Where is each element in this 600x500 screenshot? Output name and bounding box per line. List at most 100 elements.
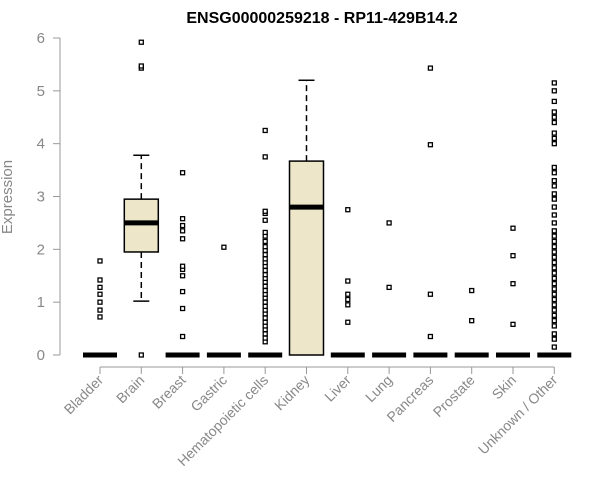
outlier-point — [551, 270, 557, 276]
outlier-point — [179, 228, 186, 234]
outlier-point — [97, 258, 103, 264]
outlier-point — [551, 170, 557, 176]
outlier-point — [179, 333, 186, 340]
outlier-point — [551, 135, 557, 142]
box-liver — [330, 207, 365, 358]
outlier-point — [179, 236, 186, 242]
outlier-point — [179, 263, 186, 269]
outlier-point — [179, 288, 186, 295]
outlier-point — [551, 228, 557, 234]
outlier-point — [179, 170, 186, 176]
outlier-point — [551, 323, 557, 329]
y-axis: 0 1 2 3 4 5 6 — [37, 30, 61, 364]
outlier-point — [551, 318, 557, 324]
y-tick-label: 2 — [37, 241, 45, 258]
outlier-point — [97, 284, 103, 291]
outlier-point — [97, 314, 103, 320]
outlier-point — [427, 291, 434, 297]
box-skin — [496, 225, 530, 358]
outlier-point — [551, 130, 557, 136]
outlier-point — [345, 296, 351, 303]
x-tick-label: Brain — [113, 372, 147, 406]
outlier-point — [551, 220, 557, 226]
outlier-point — [551, 183, 557, 189]
outlier-point — [179, 305, 186, 312]
outlier-point — [551, 307, 557, 313]
outlier-point — [551, 119, 557, 126]
outlier-point — [97, 299, 103, 305]
outlier-point — [138, 39, 144, 45]
y-tick-label: 3 — [37, 189, 45, 206]
outlier-point — [97, 291, 103, 297]
outlier-point — [469, 318, 475, 324]
outlier-point — [97, 307, 103, 313]
outlier-point — [551, 291, 557, 297]
outlier-point — [551, 80, 557, 86]
outlier-point — [262, 244, 268, 250]
outlier-point — [510, 225, 516, 231]
outlier-point — [551, 114, 557, 120]
outlier-point — [427, 65, 434, 71]
y-tick-label: 4 — [37, 136, 45, 153]
outlier-point — [551, 244, 557, 250]
box-brain — [123, 39, 160, 358]
x-tick-label: Kidney — [271, 372, 313, 414]
outlier-point — [551, 233, 557, 239]
outlier-point — [551, 344, 557, 350]
outlier-point — [179, 273, 186, 279]
y-axis-label: Expression — [0, 160, 16, 234]
outlier-point — [345, 319, 351, 325]
outlier-point — [138, 63, 144, 69]
outlier-point — [179, 216, 186, 222]
outlier-point — [262, 299, 268, 305]
y-tick-label: 5 — [37, 83, 45, 100]
outlier-point — [262, 256, 268, 262]
chart-title: ENSG00000259218 - RP11-429B14.2 — [186, 10, 457, 27]
x-tick-label: Breast — [149, 372, 189, 412]
outlier-point — [262, 154, 268, 160]
outlier-point — [551, 275, 557, 282]
outlier-point — [551, 302, 557, 308]
outlier-point — [345, 291, 351, 297]
outlier-point — [551, 98, 557, 105]
outlier-point — [345, 278, 351, 284]
box-iqr — [288, 160, 325, 356]
outlier-point — [262, 272, 268, 278]
outlier-point — [510, 281, 516, 287]
box-pancreas — [413, 65, 448, 358]
x-tick-label: Bladder — [61, 372, 107, 418]
box-lung — [372, 220, 407, 358]
outlier-point — [551, 249, 557, 255]
outlier-point — [551, 331, 557, 337]
outlier-point — [262, 238, 268, 245]
outlier-point — [551, 177, 557, 184]
outlier-point — [262, 283, 268, 289]
outlier-point — [221, 244, 227, 250]
outlier-point — [262, 267, 268, 274]
box-prostate — [454, 287, 489, 358]
outlier-point — [551, 196, 557, 202]
outlier-point — [551, 141, 557, 147]
outlier-point — [262, 315, 268, 321]
box-iqr — [123, 198, 160, 253]
outlier-point — [551, 286, 557, 292]
outlier-point — [551, 254, 557, 260]
x-tick-label: Prostate — [430, 372, 478, 420]
outlier-point — [551, 88, 557, 94]
box-hematopoietic-cells — [248, 127, 283, 358]
box-unknown-other — [537, 80, 572, 358]
x-tick-label: Lung — [362, 372, 395, 405]
outlier-point — [262, 251, 268, 258]
box-bladder — [83, 258, 117, 358]
outlier-point — [551, 109, 557, 115]
box-breast — [165, 170, 200, 358]
outlier-point — [427, 333, 434, 340]
outlier-point — [551, 281, 557, 287]
outlier-point — [262, 217, 268, 223]
outlier-point — [427, 142, 434, 148]
outlier-point — [551, 212, 557, 218]
outlier-point — [97, 277, 103, 283]
outlier-point — [551, 336, 557, 342]
